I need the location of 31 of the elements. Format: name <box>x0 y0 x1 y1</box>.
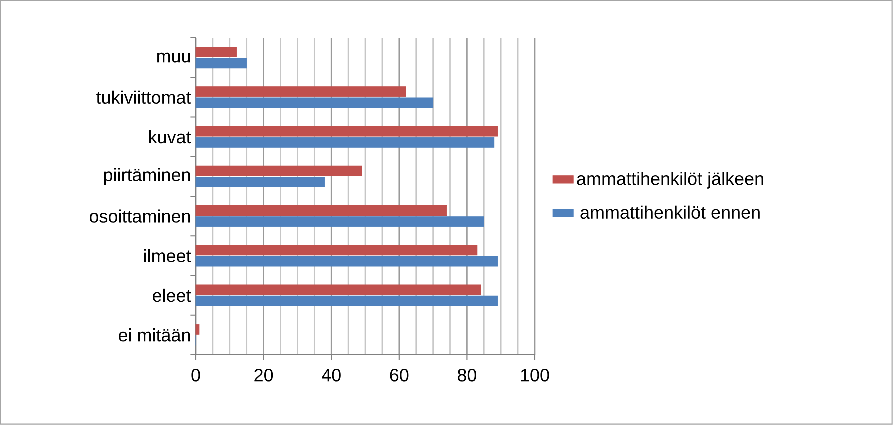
y-tick-label: piirtäminen <box>104 168 190 186</box>
bar <box>196 98 434 108</box>
bar <box>196 296 498 306</box>
bar <box>196 126 498 137</box>
bar <box>196 216 484 228</box>
bar <box>196 137 495 148</box>
bar <box>196 324 200 335</box>
bar <box>196 176 326 188</box>
bar <box>196 256 498 267</box>
y-tick-label: osoittaminen <box>90 210 190 223</box>
y-tick-label: ei mitään <box>119 328 190 342</box>
bar <box>196 284 482 296</box>
y-tick-label: ilmeet <box>144 249 192 263</box>
y-tick-label: kuvat <box>149 130 192 144</box>
x-tick-label: 40 <box>322 369 341 382</box>
bar <box>196 206 448 216</box>
y-tick-label: muu <box>157 52 190 63</box>
x-tick-label: 20 <box>254 369 274 382</box>
legend-label: ammattihenkilöt jälkeen <box>577 172 764 189</box>
x-tick-label: 80 <box>458 369 477 382</box>
x-tick-label: 100 <box>521 369 550 382</box>
bar <box>196 47 237 58</box>
y-tick-label: eleet <box>153 288 192 302</box>
x-tick-label: 0 <box>192 369 200 382</box>
bar <box>196 86 406 98</box>
bar <box>196 245 478 256</box>
x-tick-label: 60 <box>390 369 409 382</box>
bar <box>196 58 248 69</box>
y-tick-label: tukiviittomat <box>96 90 192 104</box>
legend-label: ammattihenkilöt ennen <box>580 206 760 220</box>
bar <box>196 166 362 176</box>
